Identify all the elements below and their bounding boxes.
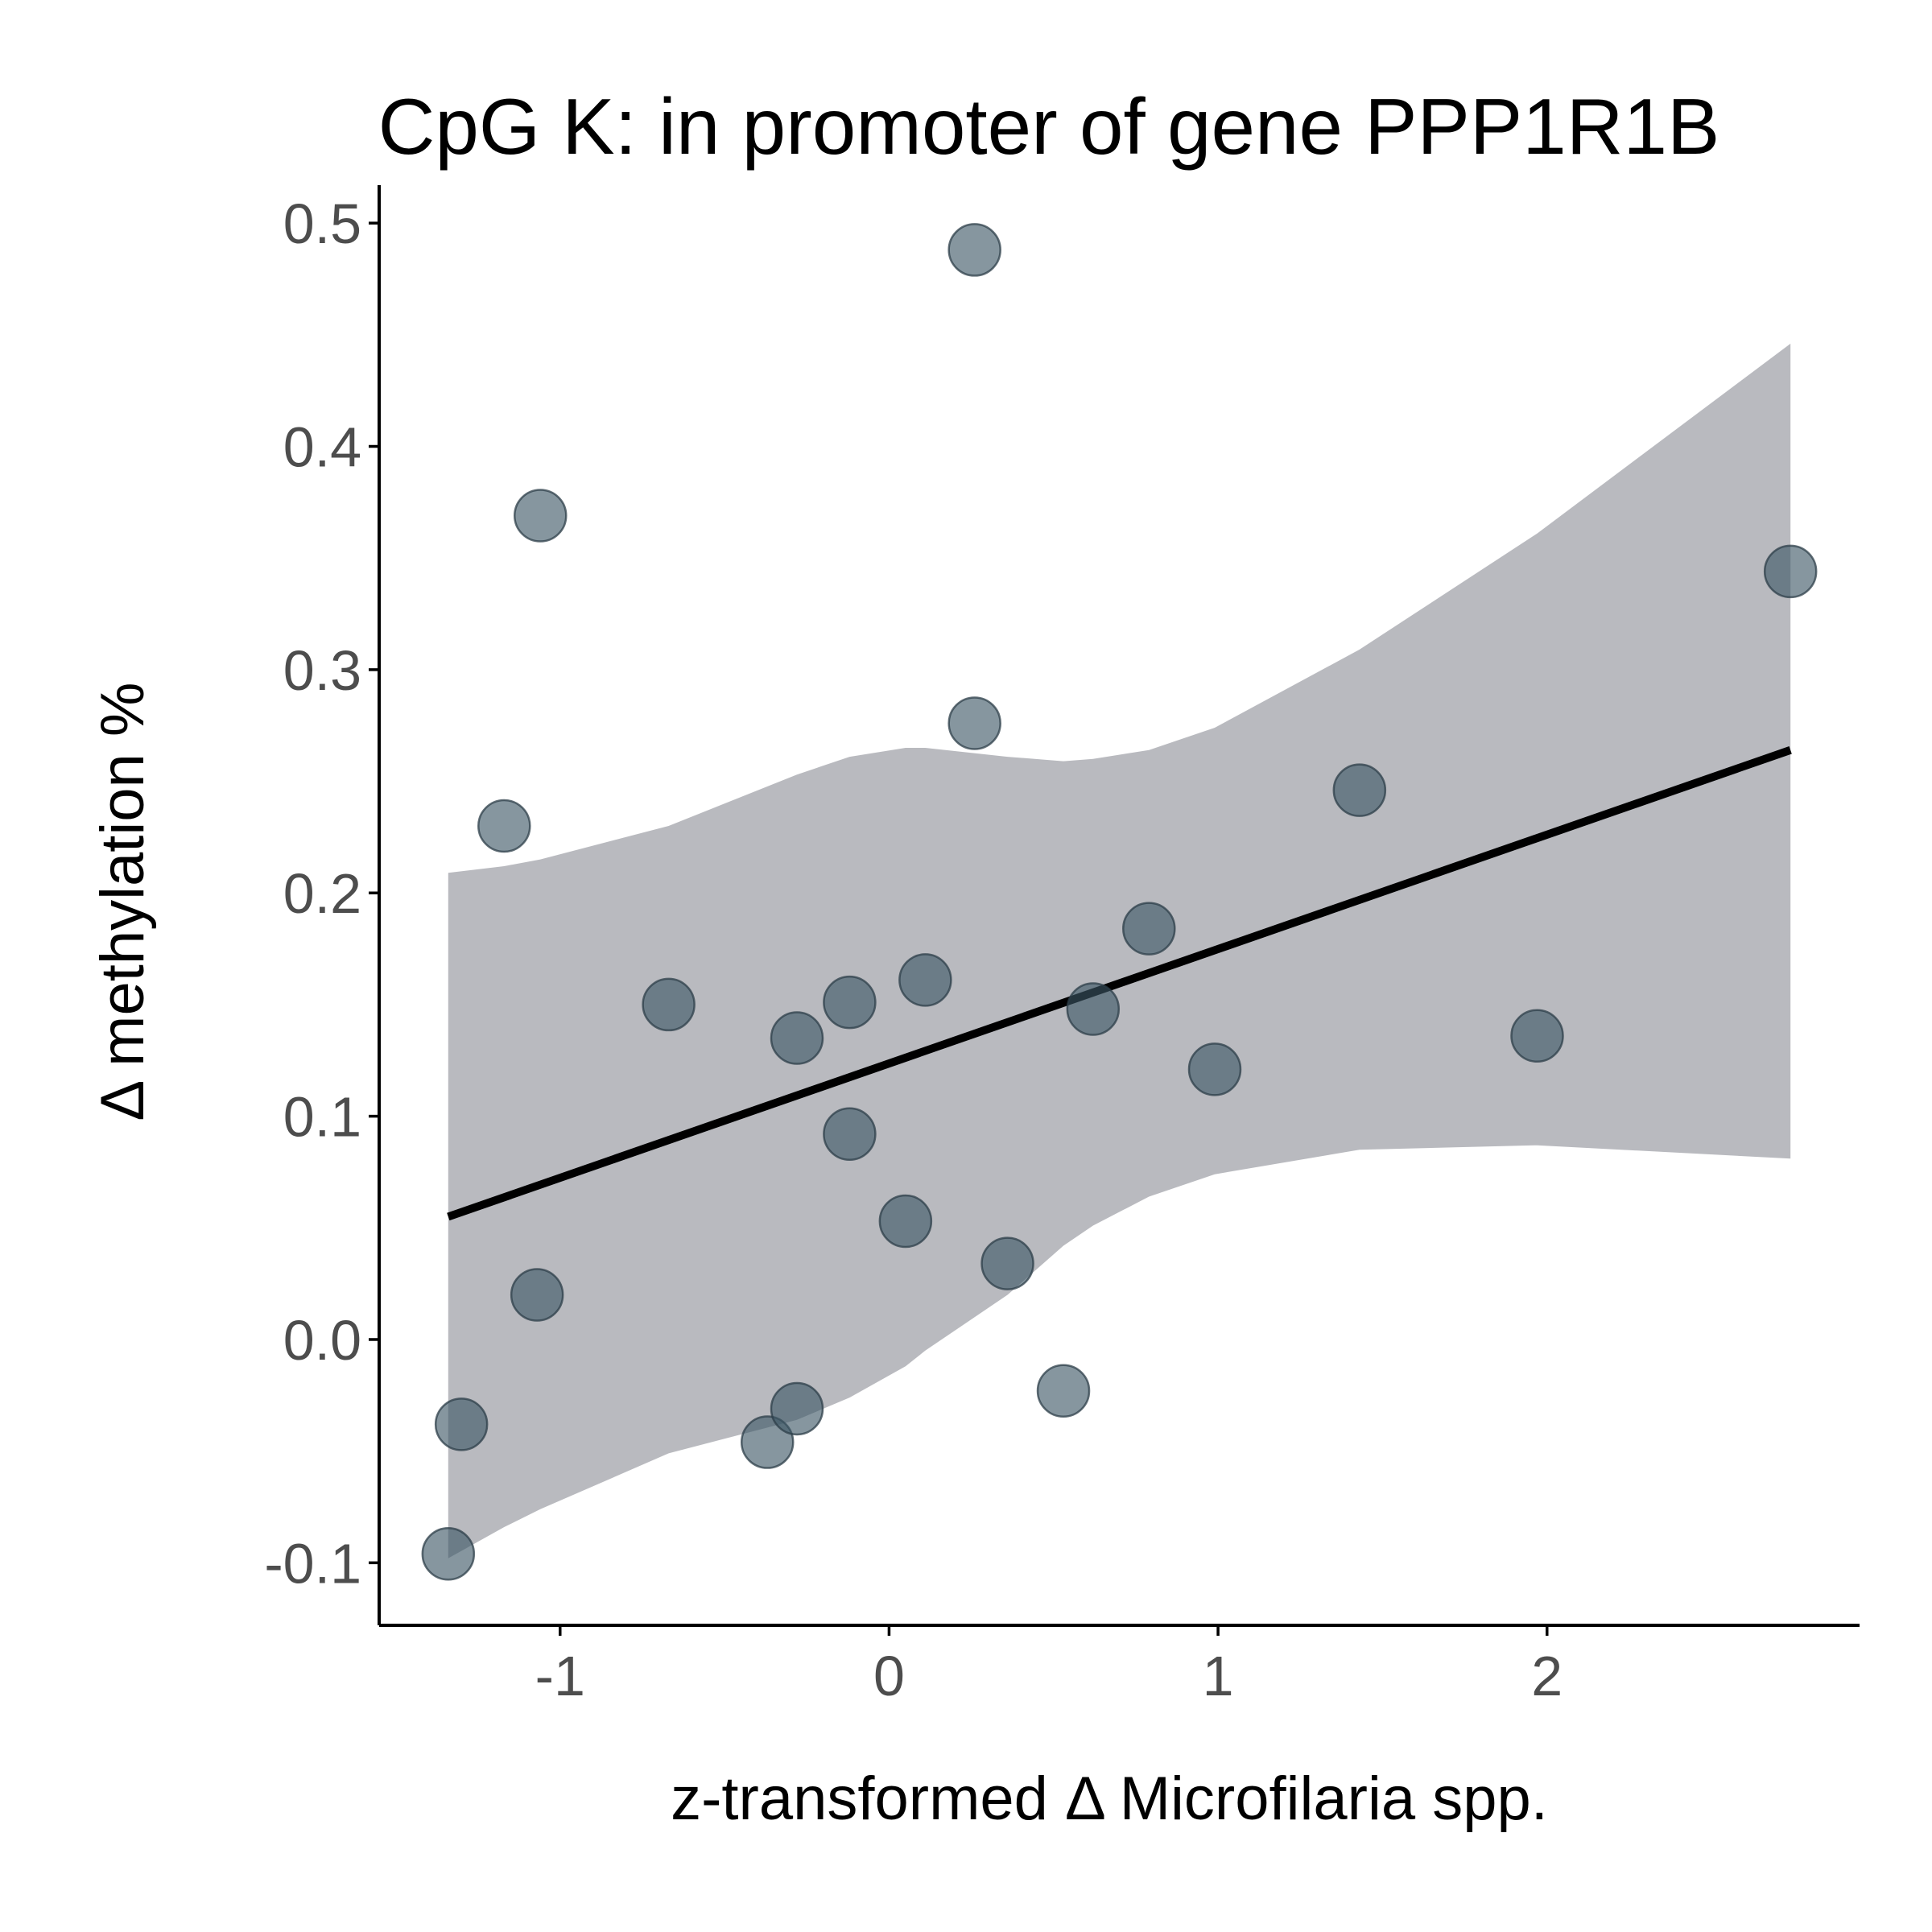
- data-point-6: [642, 977, 696, 1032]
- data-point-17: [1036, 1364, 1091, 1418]
- data-point-20: [1187, 1042, 1242, 1096]
- data-point-8: [770, 1381, 824, 1436]
- data-point-1: [421, 1526, 476, 1581]
- data-point-22: [1510, 1009, 1564, 1063]
- data-point-19: [1122, 902, 1176, 956]
- data-point-5: [477, 799, 531, 853]
- data-point-9: [770, 1011, 824, 1065]
- data-point-23: [1763, 544, 1818, 599]
- x-tick-label: 0: [873, 1645, 905, 1707]
- y-tick-label: 0.0: [283, 1309, 361, 1372]
- confidence-band: [448, 343, 1791, 1558]
- regression-line: [447, 746, 1792, 1221]
- x-tick-label: 2: [1531, 1645, 1563, 1707]
- data-point-3: [510, 1268, 564, 1322]
- x-tick-label: -1: [535, 1645, 585, 1707]
- data-point-13: [898, 953, 952, 1007]
- y-tick-label: 0.3: [283, 639, 361, 702]
- data-point-16: [980, 1236, 1034, 1290]
- data-point-12: [878, 1194, 933, 1249]
- y-tick-label: 0.2: [283, 862, 361, 925]
- y-axis-ticks: -0.1 0.0 0.1 0.2 0.3 0.4 0.5: [264, 192, 379, 1595]
- x-axis-label: z-transformed Δ Microfilaria spp.: [671, 1765, 1548, 1833]
- y-tick-label: 0.4: [283, 416, 361, 479]
- data-points: [421, 223, 1818, 1581]
- data-point-4: [513, 489, 568, 543]
- data-point-11: [823, 1107, 877, 1162]
- data-point-10: [823, 975, 877, 1030]
- data-point-15: [947, 696, 1001, 750]
- y-tick-label: 0.1: [283, 1086, 361, 1149]
- x-tick-label: 1: [1203, 1645, 1234, 1707]
- y-tick-label: -0.1: [264, 1532, 361, 1595]
- chart-title: CpG K: in promoter of gene PPP1R1B: [378, 82, 1720, 171]
- y-axis-label: Δ methylation %: [89, 682, 157, 1121]
- x-axis-ticks: -1 0 1 2: [535, 1625, 1563, 1707]
- data-point-18: [1066, 982, 1121, 1036]
- data-point-2: [434, 1397, 489, 1451]
- data-point-14: [947, 223, 1001, 277]
- data-point-21: [1332, 763, 1387, 817]
- y-tick-label: 0.5: [283, 192, 361, 255]
